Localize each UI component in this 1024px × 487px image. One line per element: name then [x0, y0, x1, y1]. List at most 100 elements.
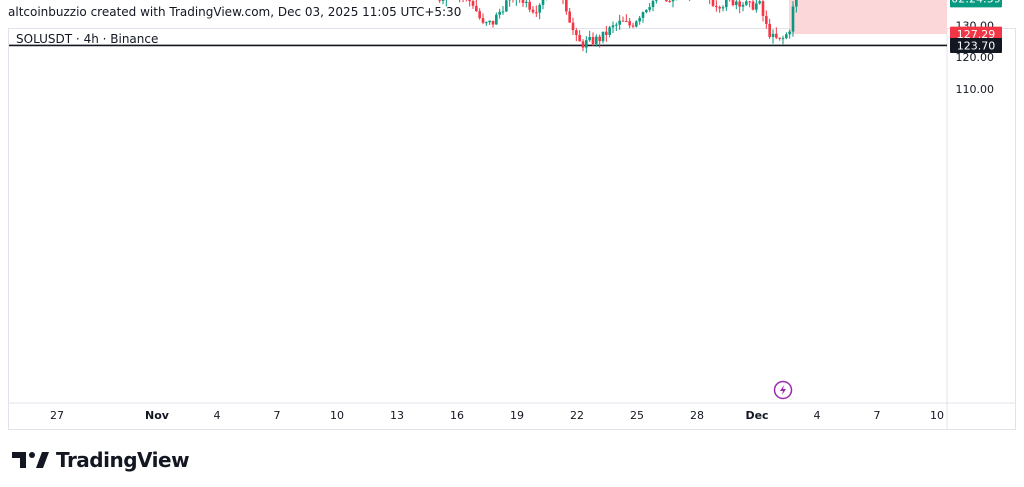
- y-tick-label: 110.00: [956, 83, 995, 96]
- candle-body: [711, 0, 715, 6]
- candle-body: [591, 37, 595, 44]
- candle-body: [638, 17, 641, 22]
- y-tick-label: 120.00: [956, 51, 995, 64]
- candle-body: [491, 20, 495, 25]
- candle-body: [598, 36, 601, 42]
- candle-body: [615, 24, 618, 26]
- x-tick-label: 7: [274, 409, 281, 422]
- candle-body: [621, 20, 625, 22]
- candle-body: [665, 0, 668, 2]
- tradingview-logo[interactable]: TradingView: [12, 448, 190, 472]
- chart-frame: [8, 28, 1016, 430]
- candle-body: [655, 0, 658, 1]
- candle-body: [441, 0, 445, 1]
- x-tick-label: 4: [214, 409, 221, 422]
- candle-body: [578, 35, 581, 42]
- candle-body: [541, 0, 545, 5]
- candle-body: [748, 1, 751, 3]
- x-tick-label: 10: [930, 409, 944, 422]
- candle-body: [625, 21, 628, 23]
- candle-body: [485, 22, 488, 24]
- candle-body: [671, 0, 675, 2]
- x-tick-label: Nov: [145, 409, 170, 422]
- candle-body: [635, 21, 638, 27]
- candle-body: [501, 11, 505, 13]
- candle-body: [605, 31, 608, 35]
- x-tick-label: 22: [570, 409, 584, 422]
- chart-credit: altcoinbuzzio created with TradingView.c…: [8, 5, 462, 19]
- price-badge-123.70[interactable]: [950, 37, 1002, 53]
- candle-body: [498, 11, 501, 15]
- candle-body: [631, 25, 635, 27]
- candle-body: [668, 1, 671, 3]
- candle-body: [645, 9, 648, 13]
- candle-body: [521, 0, 525, 3]
- candle-body: [535, 12, 538, 14]
- x-tick-label: 4: [814, 409, 821, 422]
- candle-body: [738, 1, 741, 7]
- candle-body: [475, 5, 478, 12]
- price-badge-countdown: 02:24:59: [951, 0, 1000, 5]
- candle-body: [495, 14, 498, 25]
- candle-body: [785, 34, 788, 39]
- candle-body: [761, 1, 765, 16]
- candle-body: [751, 1, 755, 10]
- x-tick-label: 27: [50, 409, 64, 422]
- tradingview-brand: TradingView: [56, 448, 190, 472]
- candle-body: [468, 0, 471, 2]
- candle-body: [781, 38, 785, 40]
- loss-zone[interactable]: [789, 0, 947, 35]
- candle-body: [585, 40, 588, 48]
- candle-body: [718, 7, 721, 9]
- candle-body: [481, 18, 485, 23]
- candle-body: [568, 11, 571, 23]
- candle-body: [478, 11, 481, 19]
- candle-body: [575, 30, 578, 36]
- candle-body: [778, 37, 781, 39]
- candle-body: [795, 0, 798, 7]
- candle-body: [715, 5, 718, 8]
- candle-body: [758, 1, 761, 4]
- candle-body: [745, 1, 748, 5]
- x-tick-label: 19: [510, 409, 524, 422]
- candle-body: [775, 33, 778, 38]
- symbol-label: SOLUSDT · 4h · Binance: [16, 32, 159, 46]
- candle-body: [641, 12, 645, 18]
- x-tick-label: 28: [690, 409, 704, 422]
- price-badge-142.69[interactable]: [950, 0, 1002, 8]
- candle-body: [438, 0, 441, 1]
- candle-body: [721, 7, 725, 9]
- x-tick-label: 25: [630, 409, 644, 422]
- candle-body: [588, 37, 591, 41]
- candle-body: [471, 1, 475, 6]
- candle-body: [735, 1, 738, 6]
- candle-body: [565, 0, 568, 12]
- candle-body: [488, 20, 491, 23]
- candle-body: [755, 3, 758, 10]
- x-tick-label: 13: [390, 409, 404, 422]
- candle-body: [765, 15, 768, 24]
- price-badge-label: 127.29: [957, 28, 996, 41]
- candle-body: [741, 4, 745, 7]
- candle-body: [581, 41, 585, 48]
- lightning-glyph: [780, 385, 786, 395]
- candle-body: [595, 36, 598, 44]
- x-tick-label: 16: [450, 409, 464, 422]
- candle-body: [528, 1, 531, 10]
- candle-body: [731, 0, 735, 6]
- candle-body: [791, 6, 795, 32]
- candle-body: [608, 27, 611, 35]
- candle-body: [618, 20, 621, 25]
- price-badge-127.29[interactable]: [950, 26, 1002, 42]
- candle-body: [611, 25, 615, 28]
- tradingview-logo-icon: [12, 452, 49, 468]
- candle-body: [525, 1, 528, 3]
- candle-body: [648, 7, 651, 10]
- x-tick-label: 10: [330, 409, 344, 422]
- candle-body: [651, 0, 655, 8]
- candle-body: [771, 33, 775, 37]
- candle-body: [768, 23, 771, 37]
- candle-body: [601, 31, 605, 42]
- x-tick-label: 7: [874, 409, 881, 422]
